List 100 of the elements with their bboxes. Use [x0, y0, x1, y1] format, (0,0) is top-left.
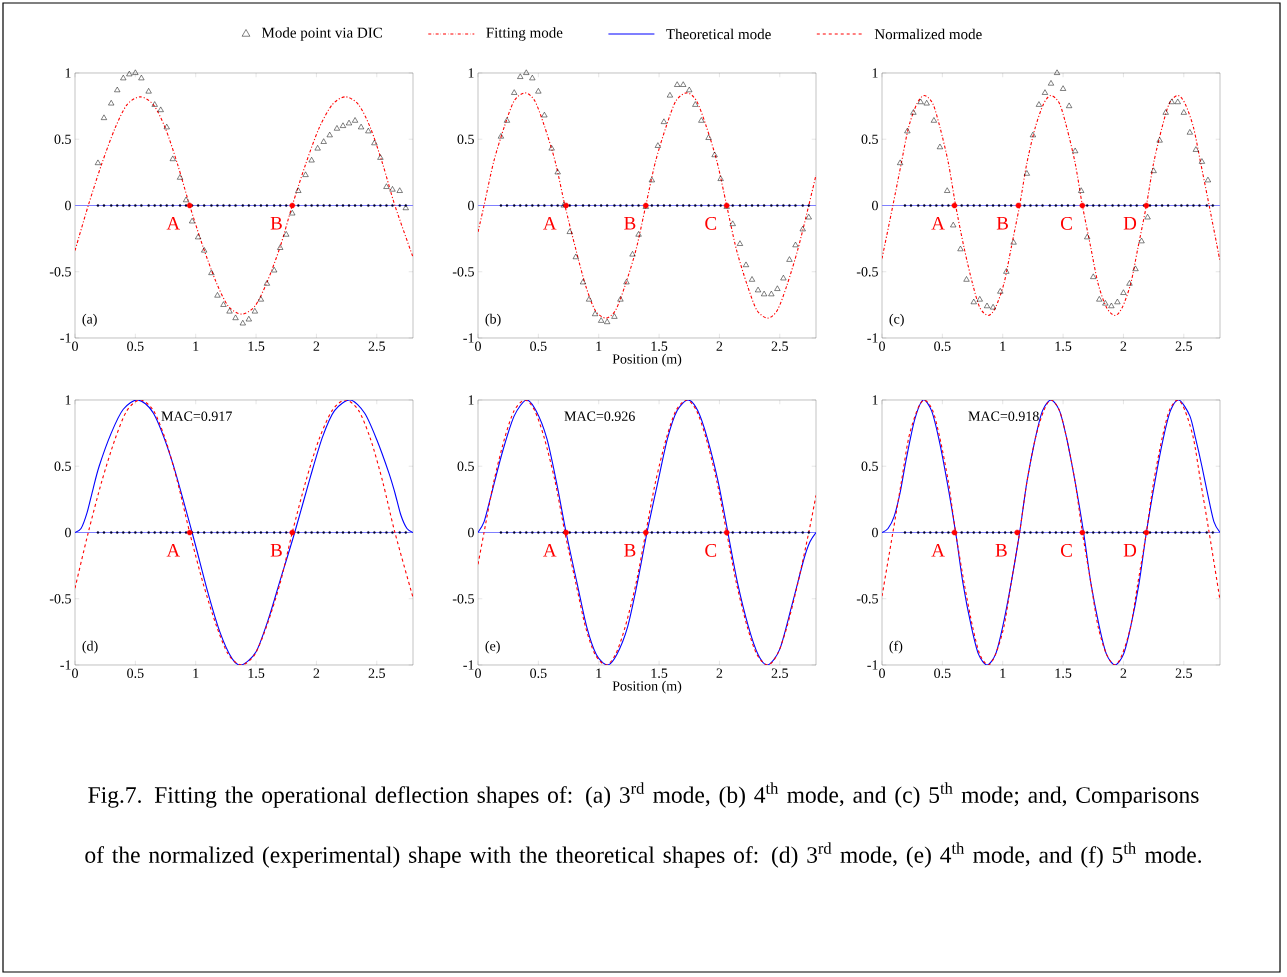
x-tick-label: 2.5	[771, 341, 788, 351]
annotation: A	[543, 217, 557, 230]
annotation: C	[705, 217, 717, 230]
y-tick-label: 0.5	[861, 461, 878, 472]
y-tick-label: -1	[60, 660, 71, 670]
x-tick-label: 0.5	[934, 341, 951, 352]
x-tick-label: 1	[1000, 668, 1006, 678]
text: (a)	[82, 313, 97, 327]
x-tick-label: 0	[879, 341, 885, 351]
y-tick-label: 0	[872, 527, 878, 538]
x-tick-label: 0.5	[127, 668, 144, 679]
y-tick-label: 0	[468, 200, 474, 211]
x-tick-label: 0	[72, 341, 78, 351]
legend-label: Normalized mode	[874, 28, 982, 40]
y-tick-label: -0.5	[856, 266, 878, 277]
x-tick-label: 1.5	[248, 341, 265, 351]
x-tick-label: 0	[475, 341, 481, 351]
x-tick-label: 1.5	[248, 668, 265, 678]
annotation: A	[931, 217, 945, 230]
annotation: MAC=0.926	[564, 411, 635, 421]
x-tick-label: 2	[716, 341, 723, 351]
y-tick-label: -0.5	[856, 593, 878, 604]
text: Fig.7. Fitting the operational deflection shapes of: (a) 3$^{rd}$ mode, (b) 4$^{th}$ mode, and (c) 5$^{th}$ mode; and, Comparisons of the normalized (experimental) shape with the theoretical shapes of: (d) 3$^{rd}$ mode, (e) 4$^{th}$ mode, and (f) 5$^{th}$ mode.	[85, 782, 1202, 868]
x-tick-label: 1	[596, 668, 602, 678]
y-tick-label: 1	[65, 68, 71, 78]
x-tick-label: 1	[596, 341, 602, 351]
legend-label: Mode point via DIC	[261, 27, 382, 41]
text: (d)	[82, 640, 98, 654]
y-tick-label: -1	[463, 333, 474, 343]
y-tick-label: 1	[872, 395, 878, 405]
x-tick-label: 2.5	[368, 668, 385, 678]
annotation: C	[1060, 544, 1072, 557]
y-tick-label: 0	[65, 527, 71, 538]
text: (e)	[485, 640, 500, 654]
annotation: C	[1060, 217, 1072, 230]
x-tick-label: 1.5	[651, 341, 668, 351]
x-tick-label: 1.5	[1055, 668, 1072, 678]
y-tick-label: 1	[468, 395, 474, 405]
annotation: A	[166, 544, 181, 557]
annotation: D	[1123, 217, 1137, 230]
y-tick-label: -0.5	[49, 593, 71, 604]
x-tick-label: 0	[475, 668, 481, 678]
annotation: C	[705, 544, 717, 557]
y-tick-label: 1	[65, 395, 71, 405]
annotation: A	[166, 217, 181, 230]
y-tick-label: 0.5	[457, 461, 474, 472]
x-tick-label: 1	[193, 341, 199, 351]
x-tick-label: 0	[879, 668, 885, 678]
x-tick-label: 0.5	[530, 341, 547, 352]
annotation: MAC=0.918	[968, 411, 1039, 421]
annotation: B	[270, 544, 282, 557]
y-tick-label: 0.5	[54, 461, 71, 472]
annotation: B	[624, 544, 636, 557]
annotation: B	[624, 217, 636, 230]
y-tick-label: 0.5	[457, 134, 474, 144]
legend-label: Theoretical mode	[666, 28, 771, 40]
y-tick-label: -0.5	[452, 266, 474, 277]
x-axis-title: Position (m)	[612, 353, 682, 367]
x-tick-label: 2.5	[368, 341, 385, 351]
x-tick-label: 2.5	[1175, 668, 1192, 678]
x-axis-title: Position (m)	[612, 680, 682, 694]
x-tick-label: 2	[313, 668, 320, 678]
text: (b)	[485, 313, 501, 327]
y-tick-label: -1	[867, 660, 878, 670]
y-tick-label: 0.5	[861, 134, 878, 144]
y-tick-label: 0	[872, 200, 878, 211]
x-tick-label: 2	[716, 668, 723, 678]
x-tick-label: 2.5	[771, 668, 788, 678]
annotation: B	[270, 217, 282, 230]
x-tick-label: 2	[1120, 668, 1127, 678]
x-tick-label: 1	[193, 668, 199, 678]
annotation: B	[996, 217, 1008, 230]
x-tick-label: 1.5	[651, 668, 668, 678]
y-tick-label: -0.5	[452, 593, 474, 604]
annotation: MAC=0.917	[161, 411, 232, 421]
y-tick-label: -1	[463, 660, 474, 670]
y-tick-label: -1	[60, 333, 71, 343]
x-tick-label: 2	[313, 341, 320, 351]
annotation: A	[543, 544, 557, 557]
legend-label: Fitting mode	[486, 27, 563, 41]
y-tick-label: 1	[468, 68, 474, 78]
annotation: B	[995, 544, 1007, 557]
x-tick-label: 0.5	[934, 668, 951, 679]
y-tick-label: 0.5	[54, 134, 71, 144]
y-tick-label: 0	[468, 527, 474, 538]
y-tick-label: 0	[65, 200, 71, 211]
annotation: A	[931, 544, 945, 557]
x-tick-label: 1	[1000, 341, 1006, 351]
x-tick-label: 2	[1120, 341, 1127, 351]
x-tick-label: 0.5	[530, 668, 547, 679]
annotation: D	[1123, 544, 1137, 557]
x-tick-label: 0	[72, 668, 78, 678]
y-tick-label: -0.5	[49, 266, 71, 277]
x-tick-label: 1.5	[1055, 341, 1072, 351]
y-tick-label: 1	[872, 68, 878, 78]
x-tick-label: 0.5	[127, 341, 144, 352]
text: (c)	[889, 313, 904, 327]
y-tick-label: -1	[867, 333, 878, 343]
x-tick-label: 2.5	[1175, 341, 1192, 351]
text: (f)	[889, 640, 903, 654]
